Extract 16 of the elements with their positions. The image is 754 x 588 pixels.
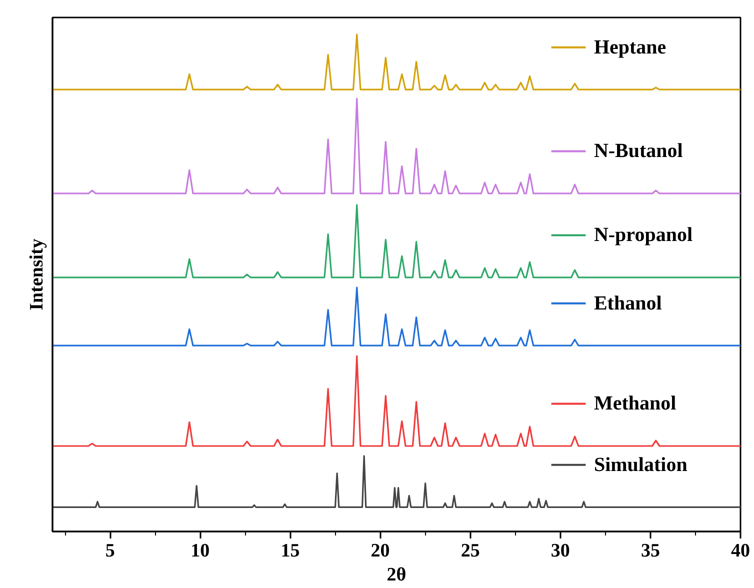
x-tick-label: 15: [280, 540, 300, 562]
x-tick-label: 20: [370, 540, 390, 562]
x-tick-label: 10: [190, 540, 210, 562]
legend-label: Ethanol: [594, 292, 662, 314]
x-tick-label: 40: [731, 540, 750, 562]
legend-label: Methanol: [594, 392, 677, 415]
x-axis-title: 2θ: [386, 564, 406, 586]
x-tick-label: 5: [105, 540, 115, 562]
x-tick-label: 35: [640, 540, 660, 562]
legend-label: Heptane: [594, 36, 666, 58]
legend-label: N-propanol: [594, 224, 693, 246]
legend-label: N-Butanol: [594, 140, 684, 162]
y-axis-title: Intensity: [26, 238, 48, 310]
x-tick-label: 30: [550, 540, 570, 562]
x-tick-label: 25: [460, 540, 480, 562]
legend-label: Simulation: [594, 454, 688, 476]
